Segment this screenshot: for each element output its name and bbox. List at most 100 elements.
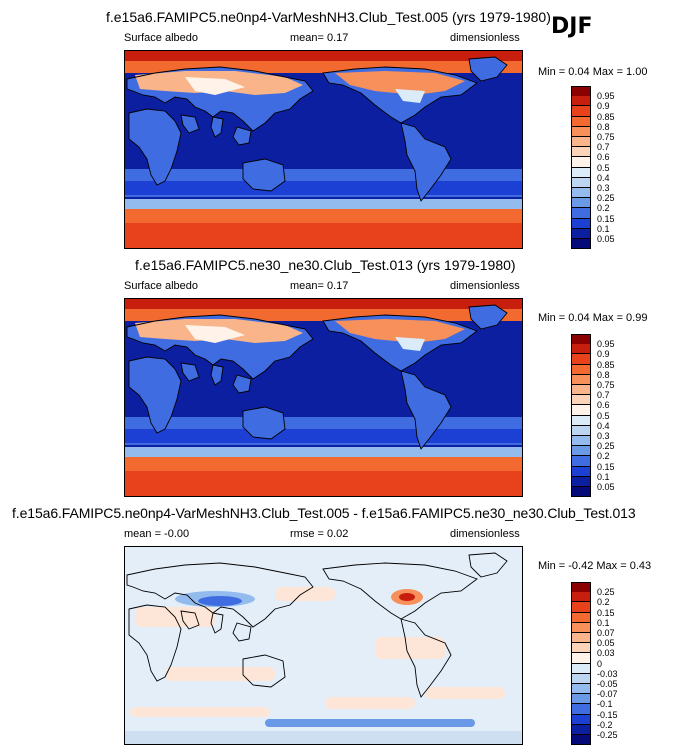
- colorbar-level-label: 0.1: [597, 617, 610, 628]
- colorbar-level-label: 0: [597, 658, 603, 669]
- colorbar-swatch: [571, 704, 591, 715]
- colorbar-level-label: 0.5: [597, 162, 610, 173]
- colorbar-swatch: [571, 612, 591, 623]
- colorbar-swatch: [571, 364, 591, 375]
- colorbar-swatch: [571, 385, 591, 396]
- colorbar-level-label: 0.15: [597, 213, 615, 224]
- colorbar-swatch: [571, 228, 591, 239]
- colorbar-level-label: 0.25: [597, 587, 615, 598]
- colorbar-swatch: [571, 116, 591, 127]
- season-label: DJF: [551, 14, 593, 39]
- panel-1-title: f.e15a6.FAMIPC5.ne0np4-VarMeshNH3.Club_T…: [106, 9, 551, 25]
- colorbar-swatch: [571, 137, 591, 148]
- colorbar-level-label: 0.25: [597, 193, 615, 204]
- colorbar-swatch: [571, 344, 591, 355]
- colorbar-level-label: 0.85: [597, 359, 615, 370]
- colorbar-level-label: 0.2: [597, 451, 610, 462]
- colorbar-level-label: 0.9: [597, 101, 610, 112]
- colorbar-level-label: 0.2: [597, 597, 610, 608]
- colorbar-swatch: [571, 405, 591, 416]
- colorbar-swatch: [571, 395, 591, 406]
- colorbar-swatch: [571, 374, 591, 385]
- panel-2-map-field: [125, 299, 522, 496]
- colorbar-swatch: [571, 425, 591, 436]
- colorbar-level-label: 0.4: [597, 420, 610, 431]
- colorbar-swatch: [571, 96, 591, 107]
- panel-3-rmse-label: rmse = 0.02: [290, 528, 349, 540]
- colorbar-level-label: -0.2: [597, 719, 613, 730]
- colorbar-swatch: [571, 167, 591, 178]
- colorbar-swatch: [571, 446, 591, 457]
- colorbar-swatch: [571, 106, 591, 117]
- colorbar-level-label: 0.15: [597, 607, 615, 618]
- colorbar-level-label: 0.8: [597, 369, 610, 380]
- colorbar-level-label: 0.5: [597, 410, 610, 421]
- colorbar-level-label: 0.3: [597, 183, 610, 193]
- colorbar-level-label: 0.9: [597, 349, 610, 360]
- colorbar-swatch: [571, 466, 591, 477]
- colorbar-swatch: [571, 592, 591, 603]
- panel-1-minmax: Min = 0.04 Max = 1.00: [538, 66, 648, 78]
- colorbar-level-label: 0.7: [597, 142, 610, 153]
- colorbar-swatch: [571, 735, 591, 746]
- panel-3-title: f.e15a6.FAMIPC5.ne0np4-VarMeshNH3.Club_T…: [12, 505, 636, 521]
- colorbar-level-label: 0.85: [597, 111, 615, 122]
- colorbar-swatch: [571, 354, 591, 365]
- colorbar-level-label: -0.07: [597, 689, 618, 700]
- colorbar-level-label: 0.05: [597, 234, 615, 244]
- colorbar-level-label: -0.03: [597, 668, 618, 679]
- colorbar-swatch: [571, 415, 591, 426]
- colorbar-level-label: 0.05: [597, 638, 615, 649]
- panel-2-variable-label: Surface albedo: [124, 280, 198, 292]
- panel-3-mean-label: mean = -0.00: [124, 528, 190, 540]
- colorbar-level-label: 0.75: [597, 132, 615, 142]
- colorbar-swatch: [571, 487, 591, 498]
- colorbar-swatch: [571, 208, 591, 219]
- panel-3-minmax: Min = -0.42 Max = 0.43: [538, 560, 652, 572]
- colorbar-level-label: -0.25: [597, 730, 618, 740]
- colorbar-level-label: 0.8: [597, 121, 610, 132]
- colorbar-level-label: -0.15: [597, 709, 618, 720]
- colorbar-level-label: 0.6: [597, 152, 610, 163]
- colorbar-swatch: [571, 724, 591, 735]
- colorbar-level-label: -0.05: [597, 679, 618, 689]
- colorbar-level-label: 0.1: [597, 471, 610, 482]
- colorbar-swatch: [571, 476, 591, 487]
- colorbar-level-label: 0.6: [597, 400, 610, 411]
- colorbar-level-label: 0.05: [597, 482, 615, 492]
- colorbar-swatch: [571, 177, 591, 188]
- colorbar-swatch: [571, 694, 591, 705]
- colorbar-swatch: [571, 126, 591, 137]
- colorbar-level-label: 0.07: [597, 628, 615, 638]
- panel-3-map: [124, 546, 523, 745]
- panel-3-map-field: [125, 547, 522, 744]
- colorbar-swatch: [571, 239, 591, 250]
- colorbar-swatch: [571, 436, 591, 447]
- colorbar-level-label: 0.75: [597, 380, 615, 390]
- colorbar-level-label: 0.2: [597, 203, 610, 214]
- colorbar-level-label: 0.1: [597, 223, 610, 234]
- colorbar-swatch: [571, 456, 591, 467]
- colorbar-swatch: [571, 157, 591, 168]
- panel-2-map: [124, 298, 523, 497]
- panel-2-minmax: Min = 0.04 Max = 0.99: [538, 312, 648, 324]
- colorbar-swatch: [571, 643, 591, 654]
- colorbar-swatch: [571, 622, 591, 633]
- panel-1-variable-label: Surface albedo: [124, 32, 198, 44]
- colorbar-swatch: [571, 147, 591, 158]
- colorbar-level-label: 0.15: [597, 461, 615, 472]
- colorbar-level-label: 0.7: [597, 390, 610, 401]
- colorbar-swatch: [571, 218, 591, 229]
- panel-2-units-label: dimensionless: [450, 280, 520, 292]
- colorbar-level-label: 0.95: [597, 91, 615, 102]
- colorbar-swatch: [571, 633, 591, 644]
- colorbar-swatch: [571, 714, 591, 725]
- colorbar-level-label: -0.1: [597, 699, 613, 710]
- colorbar-level-label: 0.95: [597, 339, 615, 350]
- colorbar-swatch: [571, 188, 591, 199]
- colorbar-level-label: 0.4: [597, 172, 610, 183]
- colorbar-swatch: [571, 602, 591, 613]
- colorbar-swatch: [571, 653, 591, 664]
- colorbar-swatch: [571, 673, 591, 684]
- colorbar-level-label: 0.03: [597, 648, 615, 659]
